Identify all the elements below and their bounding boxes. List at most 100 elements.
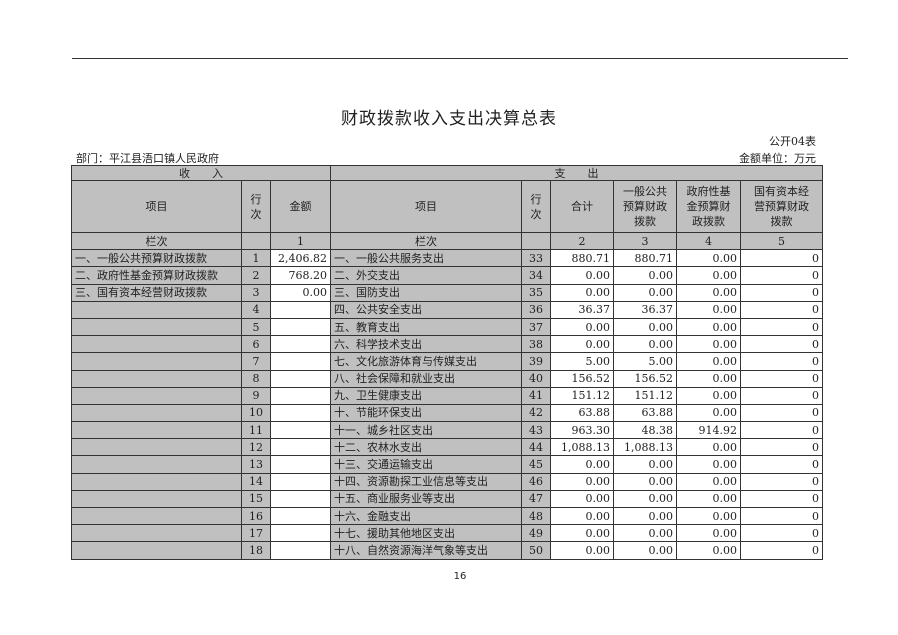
fund-budget-amount: 0.00 (676, 283, 741, 302)
expense-item: 七、文化旅游体育与传媒支出 (330, 352, 522, 371)
general-budget-amount: 0.00 (613, 489, 677, 509)
general-budget-amount: 0.00 (613, 283, 677, 302)
income-amount (270, 506, 331, 526)
state-capital-amount: 0 (740, 541, 823, 560)
income-row-no: 12 (241, 438, 271, 457)
column-number: 1 (270, 231, 331, 251)
department-label: 部门：平江县浯口镇人民政府 (76, 152, 219, 165)
income-row-no: 11 (241, 421, 271, 440)
form-number: 公开04表 (769, 135, 816, 148)
expense-header: 支 出 (330, 165, 823, 181)
income-item (71, 541, 242, 560)
page-title: 财政拨款收入支出决算总表 (341, 109, 557, 129)
income-row-no: 8 (241, 369, 271, 388)
total-amount: 63.88 (550, 403, 614, 423)
page-number: 16 (453, 571, 467, 582)
expense-item: 十二、农林水支出 (330, 438, 522, 457)
income-amount (270, 541, 331, 560)
expense-row-no: 48 (521, 506, 551, 526)
state-capital-amount: 0 (740, 386, 823, 405)
expense-item: 十八、自然资源海洋气象等支出 (330, 541, 522, 560)
general-budget-amount: 5.00 (613, 352, 677, 371)
state-capital-amount: 0 (740, 300, 823, 319)
header-rule (72, 58, 848, 59)
total-amount: 36.37 (550, 300, 614, 319)
income-amount (270, 403, 331, 423)
income-row-no: 18 (241, 541, 271, 560)
state-capital-amount: 0 (740, 403, 823, 423)
table-row: 14 十四、资源勘探工业信息等支出 46 0.00 0.00 0.00 0 (71, 472, 823, 491)
income-row-no: 17 (241, 524, 271, 543)
expense-item: 五、教育支出 (330, 317, 522, 337)
general-budget-amount: 48.38 (613, 421, 677, 440)
income-row-no: 16 (241, 506, 271, 526)
state-capital-amount: 0 (740, 266, 823, 285)
fund-budget-amount: 0.00 (676, 317, 741, 337)
table-row: 4 四、公共安全支出 36 36.37 36.37 0.00 0 (71, 300, 823, 319)
income-item (71, 455, 242, 474)
fund-budget-amount: 0.00 (676, 455, 741, 474)
total-amount: 0.00 (550, 506, 614, 526)
income-amount (270, 317, 331, 337)
empty-cell (241, 231, 271, 251)
income-row-no: 5 (241, 317, 271, 337)
state-capital-amount: 0 (740, 369, 823, 388)
general-budget-amount: 0.00 (613, 455, 677, 474)
table-row: 11 十一、城乡社区支出 43 963.30 48.38 914.92 0 (71, 421, 823, 440)
income-amount: 0.00 (270, 283, 331, 302)
income-amount (270, 335, 331, 354)
income-row-no: 2 (241, 266, 271, 285)
fund-budget-amount: 0.00 (676, 541, 741, 560)
general-budget-amount: 0.00 (613, 317, 677, 337)
table-row: 12 十二、农林水支出 44 1,088.13 1,088.13 0.00 0 (71, 438, 823, 457)
total-amount: 0.00 (550, 335, 614, 354)
income-item (71, 352, 242, 371)
income-amount (270, 455, 331, 474)
total-amount: 0.00 (550, 472, 614, 491)
expense-row-no: 34 (521, 266, 551, 285)
column-label: 栏次 (330, 231, 522, 251)
state-capital-amount: 0 (740, 335, 823, 354)
expense-row-no: 43 (521, 421, 551, 440)
general-budget-amount: 880.71 (613, 249, 677, 268)
fund-budget-amount: 0.00 (676, 438, 741, 457)
income-amount (270, 524, 331, 543)
general-budget-amount: 0.00 (613, 541, 677, 560)
expense-item: 四、公共安全支出 (330, 300, 522, 319)
income-row-no-header: 行次 (241, 180, 271, 233)
state-capital-amount: 0 (740, 421, 823, 440)
income-item (71, 403, 242, 423)
income-amount (270, 386, 331, 405)
fund-budget-amount: 0.00 (676, 369, 741, 388)
expense-item: 十四、资源勘探工业信息等支出 (330, 472, 522, 491)
total-amount: 1,088.13 (550, 438, 614, 457)
expense-row-no: 41 (521, 386, 551, 405)
fund-budget-amount: 0.00 (676, 249, 741, 268)
general-budget-header: 一般公共预算财政拨款 (613, 180, 677, 233)
state-capital-amount: 0 (740, 317, 823, 337)
total-amount: 880.71 (550, 249, 614, 268)
income-item (71, 317, 242, 337)
state-capital-amount: 0 (740, 438, 823, 457)
state-capital-amount: 0 (740, 524, 823, 543)
expense-item: 十一、城乡社区支出 (330, 421, 522, 440)
general-budget-amount: 0.00 (613, 335, 677, 354)
table-row: 7 七、文化旅游体育与传媒支出 39 5.00 5.00 0.00 0 (71, 352, 823, 371)
income-row-no: 7 (241, 352, 271, 371)
income-amount: 2,406.82 (270, 249, 331, 268)
income-amount (270, 300, 331, 319)
state-capital-amount: 0 (740, 283, 823, 302)
column-number: 2 (550, 231, 614, 251)
fund-budget-header: 政府性基金预算财政拨款 (676, 180, 741, 233)
income-item-header: 项目 (71, 180, 242, 233)
table-row: 10 十、节能环保支出 42 63.88 63.88 0.00 0 (71, 403, 823, 423)
total-amount: 5.00 (550, 352, 614, 371)
expense-row-no: 44 (521, 438, 551, 457)
general-budget-amount: 0.00 (613, 472, 677, 491)
general-budget-amount: 151.12 (613, 386, 677, 405)
general-budget-amount: 156.52 (613, 369, 677, 388)
expense-item: 二、外交支出 (330, 266, 522, 285)
state-capital-amount: 0 (740, 472, 823, 491)
income-item (71, 335, 242, 354)
expense-row-no: 39 (521, 352, 551, 371)
